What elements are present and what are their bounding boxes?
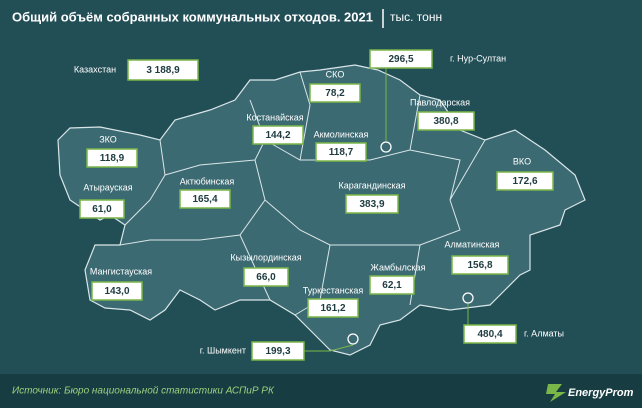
value-box (307, 298, 359, 318)
value-box (417, 111, 475, 131)
city-markers (347, 141, 474, 345)
region-value: 480,4 (477, 329, 502, 340)
region-label: Мангистауская (90, 266, 152, 276)
region-label: Алматинская (445, 239, 500, 249)
region-label: Костанайская (246, 112, 303, 122)
region-value: 62,1 (382, 280, 402, 291)
region-label: Казахстан (74, 64, 116, 74)
region-label: Акмолинская (314, 129, 369, 139)
region-value: 61,0 (92, 204, 112, 215)
region-label: ВКО (513, 156, 531, 166)
region-value: 383,9 (359, 199, 384, 210)
region-label: ЗКО (99, 134, 117, 144)
value-box (79, 199, 125, 219)
region-label: г. Алматы (524, 328, 564, 338)
region-value: 78,2 (325, 88, 345, 99)
region-value: 118,9 (100, 153, 125, 164)
region-value: 199,3 (265, 346, 290, 357)
region-value: 156,8 (467, 260, 492, 271)
value-box (179, 189, 231, 209)
value-box (315, 142, 367, 162)
region-label: Атырауская (83, 182, 132, 192)
value-box (463, 324, 517, 344)
value-box (86, 148, 138, 168)
value-box (496, 171, 554, 191)
region-label: СКО (326, 69, 345, 79)
unit: тыс. тонн (390, 10, 442, 24)
region-value: 144,2 (265, 130, 290, 141)
value-box (369, 49, 433, 69)
region-label: Павлодарская (410, 97, 470, 107)
region-value: 165,4 (192, 194, 217, 205)
region-value: 380,8 (433, 116, 458, 127)
value-box (252, 125, 304, 145)
region-borders (119, 71, 486, 316)
region-label: Кызылординская (230, 252, 301, 262)
region-label: г. Нур-Султан (450, 53, 506, 63)
region-label: г. Шымкент (200, 345, 246, 355)
value-box (91, 281, 143, 301)
source: Источник: Бюро национальной статистики А… (12, 386, 275, 397)
region-label: Туркестанская (303, 285, 364, 295)
value-box (451, 255, 509, 275)
region-label: Актюбинская (180, 176, 235, 186)
country-map (57, 64, 586, 356)
region-value: 161,2 (320, 303, 345, 314)
logo: EnergyProm (568, 387, 634, 399)
region-value: 296,5 (388, 54, 413, 65)
value-box (243, 267, 289, 287)
logo-icon (546, 384, 566, 402)
region-label: Карагандинская (338, 180, 405, 190)
region-value: 143,0 (104, 286, 129, 297)
region-value: 3 188,9 (146, 65, 180, 76)
footer-band (0, 374, 642, 408)
region-value: 66,0 (256, 272, 276, 283)
value-box (309, 83, 361, 103)
region-value: 118,7 (329, 147, 354, 158)
value-box (251, 341, 305, 361)
title: Общий объём собранных коммунальных отход… (12, 9, 373, 24)
region-value: 172,6 (512, 176, 537, 187)
value-box (369, 275, 415, 295)
value-box (127, 59, 199, 81)
value-box (345, 194, 399, 214)
region-label: Жамбылская (371, 262, 426, 272)
